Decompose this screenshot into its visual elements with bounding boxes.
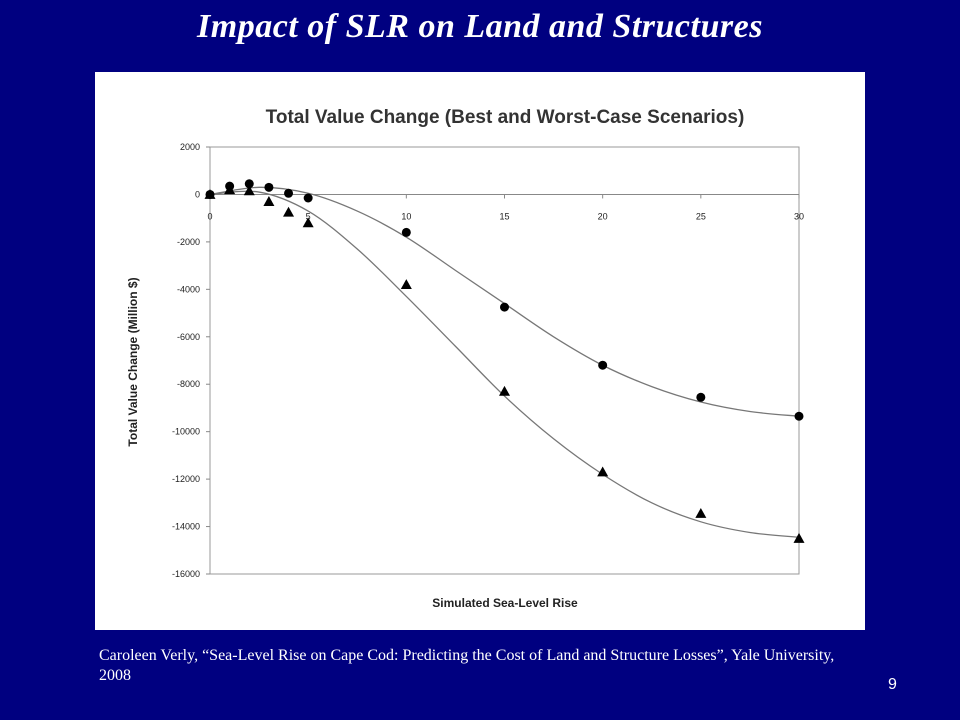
x-tick-label: 25 (696, 211, 706, 221)
y-tick-label: -14000 (172, 522, 200, 532)
data-point-circle (284, 188, 294, 198)
x-tick-label: 0 (207, 211, 212, 221)
y-tick-label: -12000 (172, 474, 200, 484)
y-axis-label: Total Value Change (Million $) (126, 277, 140, 446)
data-point-triangle (793, 532, 805, 543)
page-number: 9 (888, 676, 897, 693)
y-tick-label: -6000 (177, 332, 200, 342)
y-tick-label: 2000 (180, 142, 200, 152)
y-tick-label: -4000 (177, 284, 200, 294)
data-point-triangle (400, 279, 412, 289)
y-tick-label: -16000 (172, 569, 200, 579)
data-point-triangle (224, 184, 236, 195)
x-tick-label: 15 (499, 211, 509, 221)
citation: Caroleen Verly, “Sea-Level Rise on Cape … (99, 647, 835, 684)
data-point-triangle (695, 508, 707, 518)
x-tick-label: 10 (401, 211, 411, 221)
data-point-triangle (263, 196, 275, 206)
chart-title: Total Value Change (Best and Worst-Case … (266, 107, 745, 128)
y-tick-label: -10000 (172, 427, 200, 437)
x-tick-label: 20 (598, 211, 608, 221)
trend-line-series-2 (209, 190, 800, 538)
data-point-circle (500, 302, 509, 312)
slide-title: Impact of SLR on Land and Structures (197, 8, 763, 45)
data-markers (204, 179, 805, 543)
x-axis-label: Simulated Sea-Level Rise (432, 596, 578, 610)
data-point-circle (598, 360, 608, 370)
x-tick-label: 5 (306, 211, 311, 221)
data-point-circle (794, 411, 804, 421)
y-tick-label: -8000 (177, 379, 200, 389)
data-point-triangle (597, 466, 609, 477)
chart-panel: Total Value Change (Best and Worst-Case … (95, 72, 865, 630)
data-point-circle (401, 227, 411, 237)
chart: Total Value Change (Best and Worst-Case … (126, 107, 805, 610)
data-point-triangle (283, 206, 295, 217)
y-tick-label: 0 (195, 189, 200, 199)
data-point-circle (264, 182, 274, 192)
data-point-circle (303, 193, 313, 203)
data-point-triangle (243, 185, 255, 196)
x-tick-label: 30 (794, 211, 804, 221)
data-point-triangle (499, 385, 510, 396)
x-axis-ticks: 0 5 10 15 20 25 30 (207, 194, 804, 221)
data-point-triangle (302, 217, 314, 228)
data-point-circle (244, 179, 254, 189)
data-point-triangle (204, 188, 216, 199)
y-axis-ticks: 2000 0 -2000 -4000 -6000 -8000 -10000 -12000 -14… (172, 142, 210, 579)
y-tick-label: -2000 (177, 237, 200, 247)
data-point-circle (696, 392, 706, 402)
